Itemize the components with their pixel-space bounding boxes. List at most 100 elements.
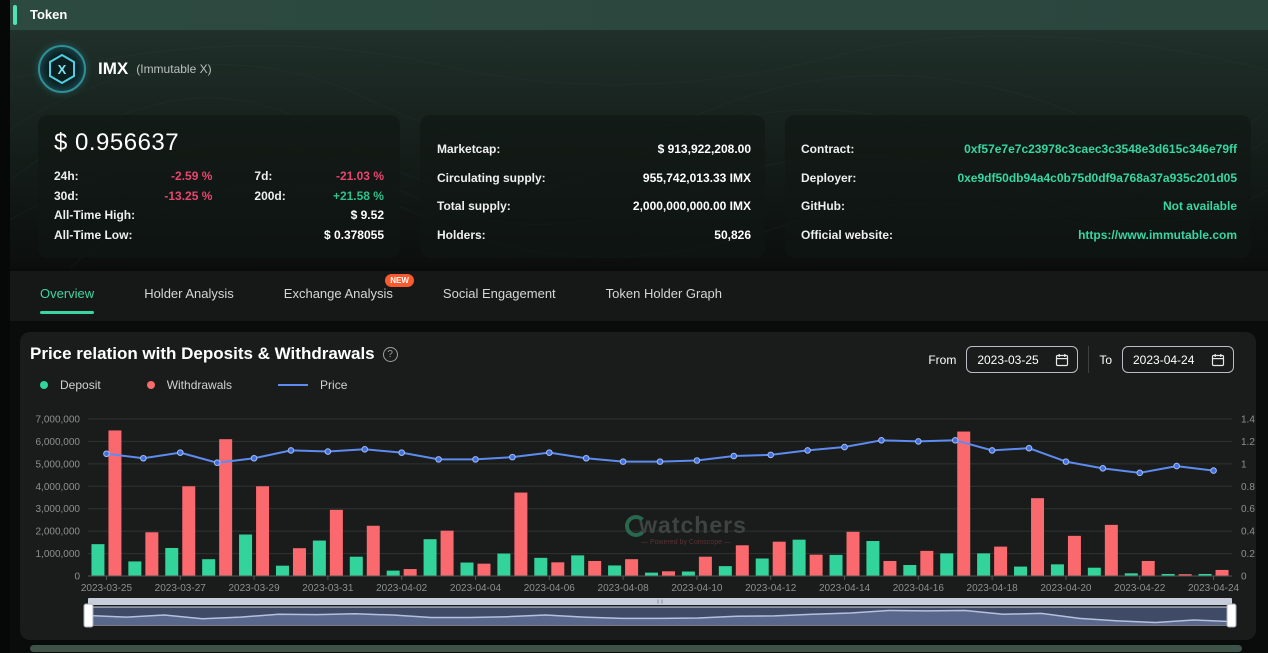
tab-token-holder-graph[interactable]: Token Holder Graph <box>605 286 723 301</box>
deposit-withdrawal-bars[interactable] <box>91 430 1229 576</box>
navigator-right-handle[interactable] <box>1226 603 1237 628</box>
contract-address-link[interactable]: 0xf57e7e7c23978c3caec3c3548e3d615c346e79… <box>964 142 1237 156</box>
tab-social-engagement[interactable]: Social Engagement <box>442 286 556 301</box>
left-edge-strip <box>0 0 10 653</box>
svg-text:2023-04-04: 2023-04-04 <box>450 583 502 594</box>
svg-text:0.2: 0.2 <box>1241 549 1255 560</box>
svg-text:2023-04-24: 2023-04-24 <box>1188 583 1240 594</box>
from-label: From <box>928 352 957 367</box>
circulating-supply-value: 955,742,013.33 IMX <box>642 170 751 185</box>
token-logo-icon: X <box>38 45 86 93</box>
legend-withdrawals[interactable]: Withdrawals <box>146 378 232 392</box>
change-200d-label: 200d: <box>254 188 286 203</box>
price-line-series[interactable] <box>103 437 1217 477</box>
holders-label: Holders: <box>437 227 486 242</box>
calendar-icon <box>1211 353 1225 366</box>
svg-text:2023-04-16: 2023-04-16 <box>893 583 945 594</box>
navigator-left-handle[interactable] <box>83 603 94 628</box>
svg-text:1: 1 <box>1241 459 1247 470</box>
token-identity: X IMX (Immutable X) <box>38 45 212 93</box>
chart-card: Price relation with Deposits & Withdrawa… <box>20 332 1256 640</box>
svg-text:2,000,000: 2,000,000 <box>36 527 81 538</box>
token-fullname: (Immutable X) <box>136 62 212 76</box>
chart-legend: Deposit Withdrawals Price <box>40 378 393 392</box>
svg-text:2023-04-20: 2023-04-20 <box>1040 583 1092 594</box>
legend-deposit[interactable]: Deposit <box>40 378 101 392</box>
change-7d-label: 7d: <box>254 169 273 183</box>
atl-value: $ 0.378055 <box>323 227 384 242</box>
svg-text:2023-03-25: 2023-03-25 <box>81 583 133 594</box>
marketcap-label: Marketcap: <box>437 142 501 156</box>
to-label: To <box>1099 352 1112 367</box>
svg-text:2023-04-18: 2023-04-18 <box>967 583 1019 594</box>
svg-text:2023-04-02: 2023-04-02 <box>376 583 428 594</box>
main-chart-svg: 0 0 1,000,000 0.2 2,000,000 0.4 3,000,000 0.6 4,… <box>36 415 1255 628</box>
atl-label: All-Time Low: <box>54 227 133 242</box>
withdrawals-dot-icon <box>146 381 155 389</box>
to-date-input[interactable]: 2023-04-24 <box>1122 346 1234 373</box>
deposit-dot-icon <box>40 381 48 389</box>
from-date-input[interactable]: 2023-03-25 <box>966 346 1079 373</box>
holders-value: 50,826 <box>714 227 751 242</box>
section-title-bar: Token <box>10 0 1268 30</box>
ath-value: $ 9.52 <box>350 208 384 222</box>
svg-text:0: 0 <box>74 572 80 583</box>
x-axis: 2023-03-25 2023-03-27 2023-03-29 2023-03-31… <box>81 575 1240 594</box>
svg-text:2023-04-22: 2023-04-22 <box>1114 583 1166 594</box>
svg-text:0.8: 0.8 <box>1241 482 1255 493</box>
website-link[interactable]: https://www.immutable.com <box>1078 227 1237 242</box>
tab-holder-analysis[interactable]: Holder Analysis <box>144 286 234 301</box>
deployer-label: Deployer: <box>801 170 857 185</box>
page-title: Token <box>30 7 68 22</box>
github-value: Not available <box>1162 199 1237 213</box>
svg-text:0: 0 <box>1241 572 1247 583</box>
new-badge: NEW <box>385 274 414 287</box>
total-supply-value: 2,000,000,000.00 IMX <box>632 199 751 213</box>
change-30d-label: 30d: <box>54 188 79 203</box>
tab-overview[interactable]: Overview <box>40 286 95 314</box>
svg-text:4,000,000: 4,000,000 <box>36 482 81 493</box>
navigator-scrollbar[interactable] <box>88 598 1232 605</box>
svg-text:X: X <box>58 62 67 77</box>
chart-title: Price relation with Deposits & Withdrawa… <box>30 344 375 363</box>
tab-exchange-analysis[interactable]: Exchange Analysis NEW <box>284 274 414 301</box>
change-24h-label: 24h: <box>54 169 79 183</box>
token-symbol: IMX <box>98 59 129 78</box>
svg-text:2023-03-31: 2023-03-31 <box>302 583 354 594</box>
total-supply-label: Total supply: <box>437 199 511 213</box>
svg-text:0.6: 0.6 <box>1241 504 1255 515</box>
help-icon[interactable]: ? <box>382 346 398 362</box>
change-24h-value: -2.59 % <box>171 169 213 183</box>
marketcap-value: $ 913,922,208.00 <box>657 142 751 156</box>
deployer-address-link[interactable]: 0xe9df50db94a4c0b75d0df9a768a37a935c201d… <box>957 170 1237 185</box>
contract-label: Contract: <box>801 142 855 156</box>
svg-text:2023-03-27: 2023-03-27 <box>155 583 207 594</box>
website-label: Official website: <box>801 227 894 242</box>
change-30d-value: -13.25 % <box>164 188 213 203</box>
links-card: Contract: 0xf57e7e7c23978c3caec3c3548e3d6… <box>785 115 1251 258</box>
svg-text:7,000,000: 7,000,000 <box>36 415 81 426</box>
github-label: GitHub: <box>801 199 845 213</box>
svg-text:1.2: 1.2 <box>1241 437 1255 448</box>
horizontal-scrollbar-thumb[interactable] <box>30 645 1242 652</box>
date-divider <box>1088 346 1090 373</box>
svg-text:5,000,000: 5,000,000 <box>36 459 81 470</box>
price-line-icon <box>278 384 309 386</box>
legend-price[interactable]: Price <box>278 378 347 392</box>
tab-bar: Overview Holder Analysis Exchange Analys… <box>10 271 1268 321</box>
svg-text:2023-04-14: 2023-04-14 <box>819 583 871 594</box>
price-card: $ 0.956637 24h: -2.59 % 7d: -21.03 % 30d: -… <box>38 115 400 258</box>
chart-navigator[interactable] <box>83 598 1237 628</box>
title-accent-bar <box>13 5 17 25</box>
calendar-icon <box>1056 353 1069 366</box>
svg-text:1,000,000: 1,000,000 <box>36 549 81 560</box>
svg-text:1.4: 1.4 <box>1241 415 1255 426</box>
svg-text:3,000,000: 3,000,000 <box>36 504 81 515</box>
svg-text:6,000,000: 6,000,000 <box>36 437 81 448</box>
svg-text:2023-04-10: 2023-04-10 <box>671 583 723 594</box>
svg-text:2023-04-08: 2023-04-08 <box>598 583 650 594</box>
circulating-supply-label: Circulating supply: <box>437 170 546 185</box>
change-7d-value: -21.03 % <box>335 169 384 183</box>
svg-text:2023-04-12: 2023-04-12 <box>745 583 797 594</box>
